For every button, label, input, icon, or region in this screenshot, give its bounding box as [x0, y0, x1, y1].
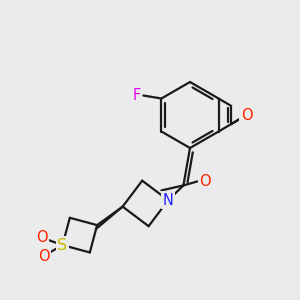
Text: F: F — [132, 88, 140, 103]
Text: O: O — [241, 107, 252, 122]
Text: O: O — [36, 230, 48, 245]
Text: N: N — [163, 193, 174, 208]
Text: O: O — [38, 249, 49, 264]
Text: O: O — [200, 174, 211, 189]
Text: S: S — [57, 238, 68, 253]
